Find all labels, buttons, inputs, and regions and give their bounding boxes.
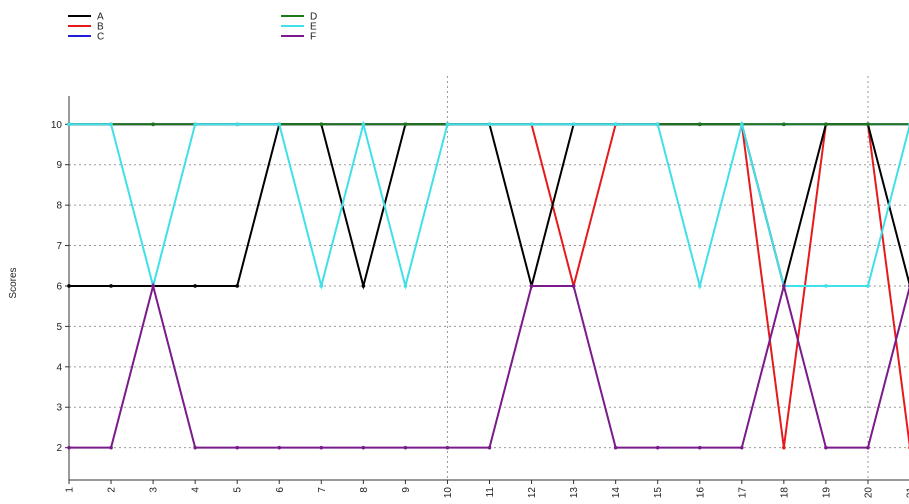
data-point-f xyxy=(193,446,197,450)
x-tick-label: 21 xyxy=(906,487,909,499)
data-point-f xyxy=(320,446,324,450)
data-point-f xyxy=(740,446,744,450)
data-point-e xyxy=(109,122,113,126)
data-point-e xyxy=(320,284,324,288)
x-tick-label: 12 xyxy=(527,487,538,499)
x-tick-label: 3 xyxy=(149,487,160,493)
data-point-f xyxy=(530,284,534,288)
legend-item-c: C xyxy=(68,32,104,43)
data-point-e xyxy=(572,122,576,126)
data-point-d xyxy=(698,122,702,126)
y-tick-label: 10 xyxy=(51,120,63,131)
data-point-f xyxy=(824,446,828,450)
data-point-e xyxy=(488,122,492,126)
legend-label: C xyxy=(97,32,104,43)
data-point-b xyxy=(782,446,786,450)
data-point-f xyxy=(656,446,660,450)
x-tick-label: 14 xyxy=(611,487,622,499)
y-tick-label: 9 xyxy=(56,160,62,171)
y-tick-label: 6 xyxy=(56,281,62,292)
x-tick-label: 16 xyxy=(695,487,706,499)
data-point-f xyxy=(235,446,239,450)
data-point-d xyxy=(151,122,155,126)
x-tick-label: 15 xyxy=(653,487,664,499)
data-point-f xyxy=(572,284,576,288)
data-point-d xyxy=(320,122,324,126)
x-tick-label: 17 xyxy=(737,487,748,499)
data-point-e xyxy=(866,284,870,288)
data-point-e xyxy=(277,122,281,126)
data-point-f xyxy=(362,446,366,450)
data-point-e xyxy=(446,122,450,126)
data-point-a xyxy=(362,284,366,288)
data-point-d xyxy=(824,122,828,126)
legend-label: F xyxy=(310,32,316,43)
data-point-f xyxy=(866,446,870,450)
y-axis-label: Scores xyxy=(8,267,19,298)
data-point-e xyxy=(404,284,408,288)
x-tick-label: 6 xyxy=(275,487,286,493)
x-tick-label: 1 xyxy=(65,487,76,493)
y-tick-label: 2 xyxy=(56,443,62,454)
data-point-e xyxy=(530,122,534,126)
data-point-f xyxy=(404,446,408,450)
data-point-f xyxy=(446,446,450,450)
x-tick-label: 18 xyxy=(779,487,790,499)
data-point-f xyxy=(698,446,702,450)
y-tick-label: 7 xyxy=(56,241,62,252)
y-tick-label: 8 xyxy=(56,201,62,212)
data-point-a xyxy=(67,284,71,288)
x-tick-label: 19 xyxy=(821,487,832,499)
data-point-a xyxy=(109,284,113,288)
y-tick-label: 4 xyxy=(56,362,62,373)
data-point-f xyxy=(488,446,492,450)
x-tick-label: 10 xyxy=(443,487,454,499)
data-point-a xyxy=(193,284,197,288)
x-tick-label: 11 xyxy=(485,487,496,498)
data-point-e xyxy=(656,122,660,126)
grid xyxy=(69,76,909,480)
series-e xyxy=(67,122,909,287)
data-point-e xyxy=(235,122,239,126)
y-tick-label: 3 xyxy=(56,403,62,414)
data-point-f xyxy=(614,446,618,450)
x-tick-label: 5 xyxy=(233,487,244,493)
data-point-e xyxy=(614,122,618,126)
x-tick-label: 4 xyxy=(191,487,202,493)
x-tick-label: 8 xyxy=(359,487,370,493)
data-point-e xyxy=(67,122,71,126)
x-tick-label: 20 xyxy=(863,487,874,499)
data-point-e xyxy=(824,284,828,288)
series-layer xyxy=(67,122,909,449)
data-point-a xyxy=(235,284,239,288)
data-point-d xyxy=(866,122,870,126)
data-point-d xyxy=(404,122,408,126)
data-point-f xyxy=(67,446,71,450)
series-f xyxy=(67,284,909,449)
data-point-f xyxy=(277,446,281,450)
data-point-d xyxy=(782,122,786,126)
legend-item-f: F xyxy=(281,32,316,43)
data-point-e xyxy=(698,284,702,288)
x-tick-label: 9 xyxy=(401,487,412,493)
data-point-f xyxy=(782,284,786,288)
data-point-e xyxy=(362,122,366,126)
x-tick-label: 13 xyxy=(569,487,580,499)
data-point-f xyxy=(109,446,113,450)
series-a xyxy=(67,122,909,287)
x-tick-label: 2 xyxy=(107,487,118,493)
data-point-e xyxy=(740,122,744,126)
data-point-f xyxy=(151,284,155,288)
data-point-e xyxy=(193,122,197,126)
y-tick-label: 5 xyxy=(56,322,62,333)
x-tick-label: 7 xyxy=(317,487,328,493)
